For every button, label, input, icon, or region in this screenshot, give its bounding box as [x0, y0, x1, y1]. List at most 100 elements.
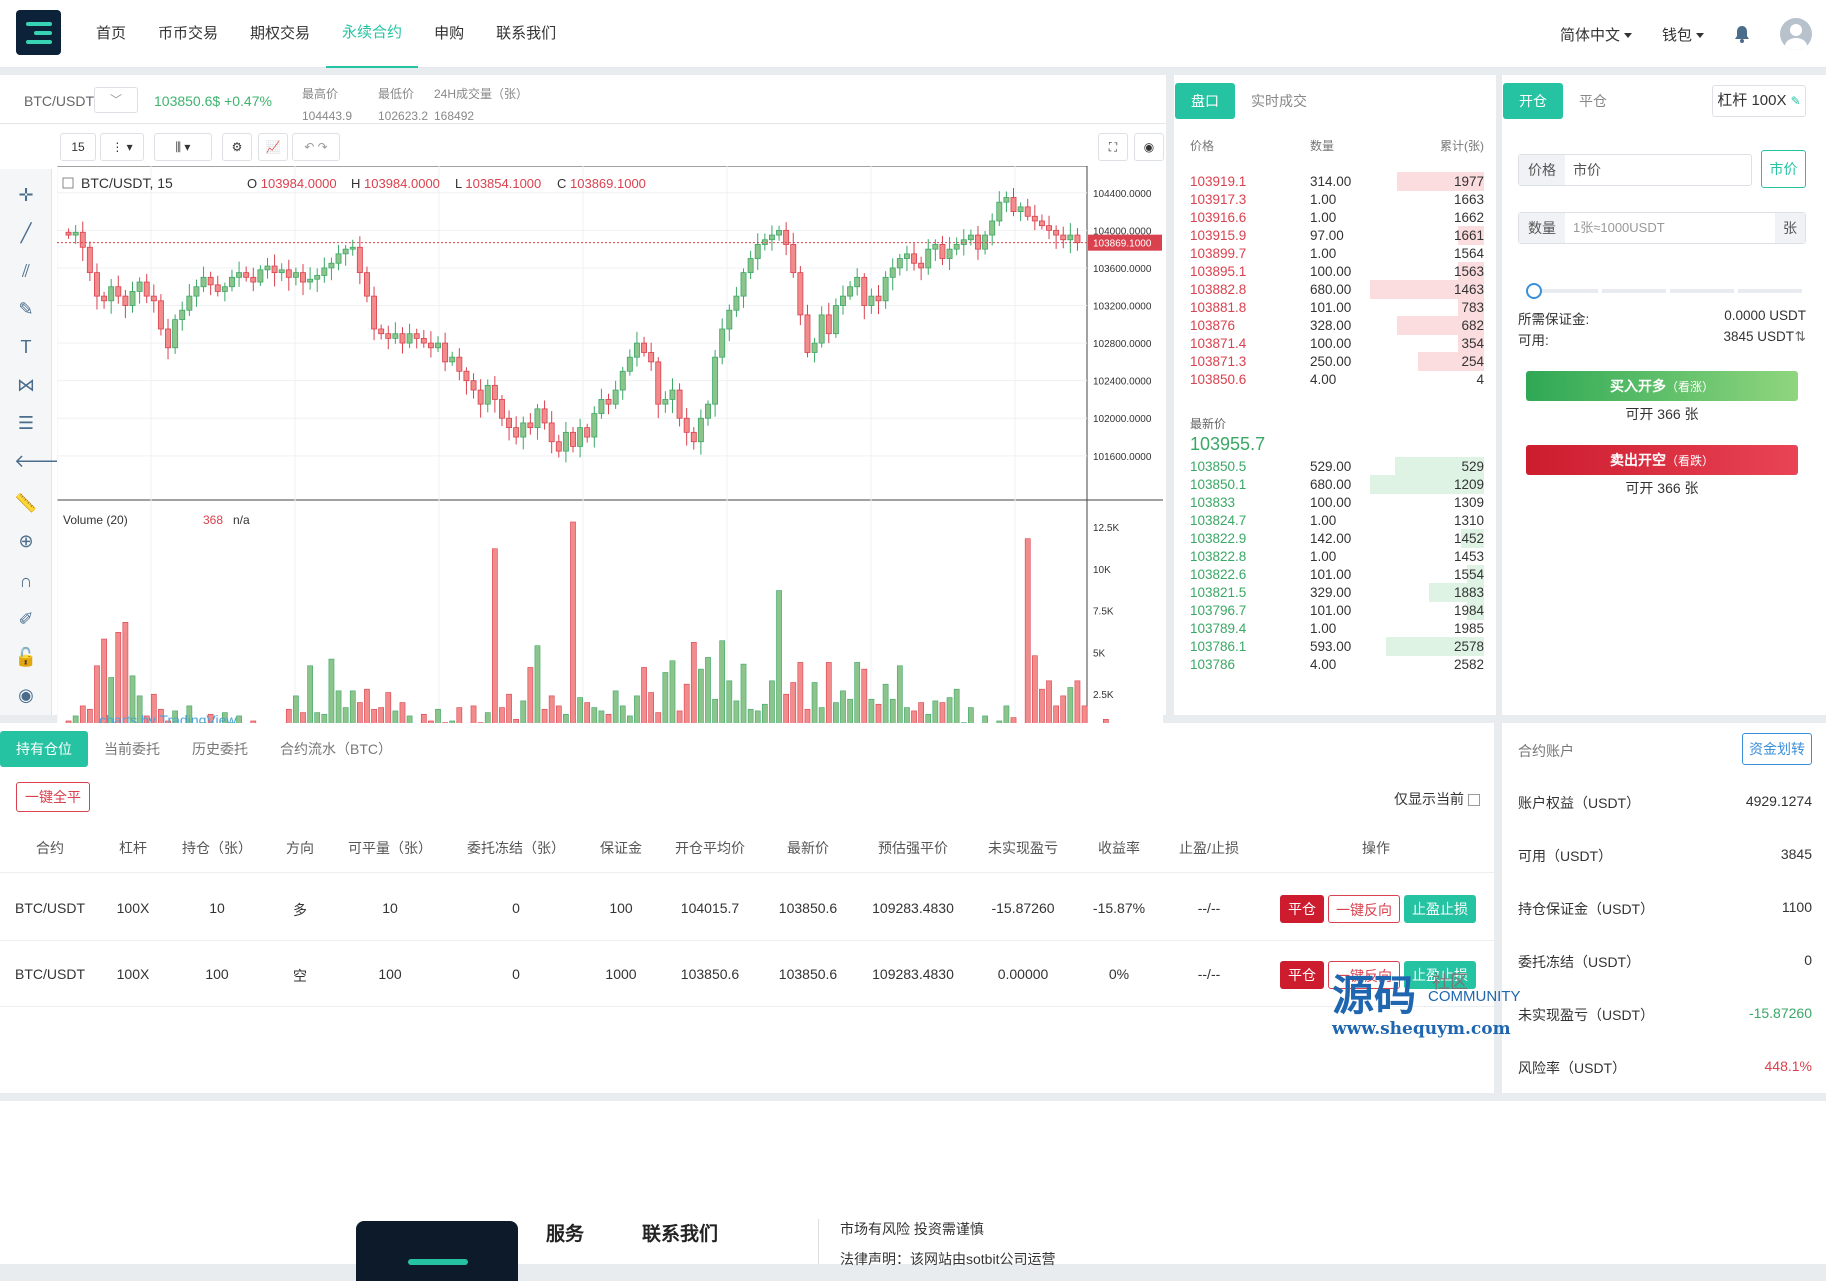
text-icon[interactable]: T	[20, 337, 32, 357]
asks-row[interactable]: 103882.8 680.00 1463	[1190, 279, 1484, 300]
bids-row[interactable]: 103786 4.00 2582	[1190, 654, 1484, 675]
bids-row[interactable]: 103796.7 101.00 1984	[1190, 600, 1484, 621]
crosshair-icon[interactable]: ✛	[18, 185, 34, 205]
nav-item-0[interactable]: 首页	[96, 25, 127, 42]
tab-close[interactable]: 平仓	[1579, 93, 1607, 109]
nav-item-5[interactable]: 联系我们	[496, 25, 557, 42]
leverage-button[interactable]: 杠杆 100X ✎	[1712, 85, 1806, 117]
bids-row[interactable]: 103786.1 593.00 2578	[1190, 636, 1484, 657]
asks-row[interactable]: 103919.1 314.00 1977	[1190, 171, 1484, 192]
tab-orderbook[interactable]: 盘口	[1175, 83, 1235, 119]
position-tab-0[interactable]: 持有仓位	[0, 731, 88, 767]
asks-row[interactable]: 103899.7 1.00 1564	[1190, 243, 1484, 264]
indicators-icon[interactable]: 📈	[258, 133, 288, 161]
ticker-price: 103850.6$ +0.47%	[154, 93, 272, 109]
tab-open[interactable]: 开仓	[1503, 83, 1563, 119]
back-arrow-icon[interactable]: 🡐	[14, 451, 63, 471]
bids-row[interactable]: 103850.5 529.00 529	[1190, 456, 1484, 477]
asks-row[interactable]: 103876 328.00 682	[1190, 315, 1484, 336]
footer-contact[interactable]: 联系我们	[642, 1224, 719, 1245]
asks-row[interactable]: 103850.6 4.00 4	[1190, 369, 1484, 390]
reverse-button[interactable]: 一键反向	[1328, 895, 1400, 923]
logo[interactable]	[16, 10, 61, 55]
candle-body	[342, 248, 349, 255]
tp-sl-button[interactable]: 止盈止损	[1404, 961, 1476, 989]
bids-row[interactable]: 103833 100.00 1309	[1190, 492, 1484, 513]
close-position-button[interactable]: 平仓	[1280, 895, 1324, 923]
bids-row[interactable]: 103789.4 1.00 1985	[1190, 618, 1484, 639]
bids-row[interactable]: 103824.7 1.00 1310	[1190, 510, 1484, 531]
symbol-dropdown[interactable]: ﹀	[94, 87, 138, 113]
lock-drawing-icon[interactable]: ✐	[18, 609, 34, 629]
quantity-field[interactable]: 数量 1张≈1000USDT 张	[1518, 212, 1806, 244]
trend-line-icon[interactable]: ╱	[20, 223, 32, 243]
fullscreen-icon[interactable]: ⛶	[1098, 133, 1128, 161]
sell-short-button[interactable]: 卖出开空（看跌）	[1526, 445, 1798, 475]
checkbox-icon[interactable]	[1468, 794, 1480, 807]
interval-menu-icon[interactable]: ⋮ ▾	[100, 133, 144, 161]
bids-row[interactable]: 103821.5 329.00 1883	[1190, 582, 1484, 603]
language-select[interactable]: 简体中文	[1560, 24, 1632, 45]
nav-item-2[interactable]: 期权交易	[250, 25, 311, 42]
interval-button[interactable]: 15	[60, 133, 96, 161]
ob-price: 103919.1	[1190, 174, 1247, 189]
reverse-button[interactable]: 一键反向	[1328, 961, 1400, 989]
buy-long-button[interactable]: 买入开多（看涨）	[1526, 371, 1798, 401]
only-current-checkbox[interactable]: 仅显示当前	[1394, 789, 1480, 809]
bids-row[interactable]: 103822.6 101.00 1554	[1190, 564, 1484, 585]
chevron-down-icon: ﹀	[109, 93, 122, 107]
nav-item-4[interactable]: 申购	[434, 25, 465, 42]
position-tab-1[interactable]: 当前委托	[104, 741, 160, 757]
unlock-icon[interactable]: 🔓	[14, 647, 38, 667]
bids-row[interactable]: 103850.1 680.00 1209	[1190, 474, 1484, 495]
candle-type-icon[interactable]: ⫼ ▾	[154, 133, 212, 161]
candle-body	[264, 265, 271, 271]
avatar[interactable]	[1780, 18, 1812, 50]
footer-services[interactable]: 服务	[546, 1224, 585, 1245]
bids-row[interactable]: 103822.8 1.00 1453	[1190, 546, 1484, 567]
asks-row[interactable]: 103917.3 1.00 1663	[1190, 189, 1484, 210]
ruler-icon[interactable]: 📏	[14, 493, 38, 513]
fib-icon[interactable]: ⫽	[21, 261, 31, 281]
price-chart[interactable]: 104400.0000 104000.0000 103600.0000 103200.…	[57, 166, 1163, 782]
position-tab-2[interactable]: 历史委托	[192, 741, 248, 757]
brush-icon[interactable]: ✎	[18, 299, 34, 319]
camera-icon[interactable]: ◉	[1134, 133, 1164, 161]
slider-knob[interactable]	[1526, 283, 1542, 299]
close-all-button[interactable]: 一键全平	[16, 782, 90, 812]
bell-icon[interactable]	[1734, 25, 1750, 43]
asks-row[interactable]: 103871.3 250.00 254	[1190, 351, 1484, 372]
asks-row[interactable]: 103895.1 100.00 1563	[1190, 261, 1484, 282]
price-field[interactable]: 价格 市价	[1518, 154, 1752, 186]
magnet-icon[interactable]: ∩	[19, 571, 33, 591]
asks-row[interactable]: 103916.6 1.00 1662	[1190, 207, 1484, 228]
close-position-button[interactable]: 平仓	[1280, 961, 1324, 989]
undo-redo-icon[interactable]: ↶ ↷	[292, 133, 340, 161]
ob-qty: 1.00	[1310, 621, 1337, 636]
wallet-menu[interactable]: 钱包	[1662, 24, 1704, 45]
transfer-icon[interactable]: ⇅	[1794, 329, 1806, 344]
tab-trades[interactable]: 实时成交	[1251, 93, 1307, 109]
position-tab-3[interactable]: 合约流水（BTC）	[280, 741, 392, 757]
settings-icon[interactable]: ⚙	[222, 133, 252, 161]
tp-sl-button[interactable]: 止盈止损	[1404, 895, 1476, 923]
volume-value: 168492	[434, 109, 475, 123]
measure-icon[interactable]: ☰	[17, 413, 35, 433]
quantity-input[interactable]: 1张≈1000USDT	[1573, 220, 1665, 235]
eye-icon[interactable]: ◉	[18, 685, 34, 705]
candle-body	[484, 384, 491, 405]
volume-label: 24H成交量（张）	[434, 87, 529, 101]
asks-row[interactable]: 103871.4 100.00 354	[1190, 333, 1484, 354]
nav-item-1[interactable]: 币币交易	[158, 25, 219, 42]
asks-row[interactable]: 103881.8 101.00 783	[1190, 297, 1484, 318]
bids-row[interactable]: 103822.9 142.00 1452	[1190, 528, 1484, 549]
amount-slider[interactable]	[1526, 283, 1802, 299]
market-price-button[interactable]: 市价	[1761, 150, 1806, 188]
position-cell: 10	[209, 900, 225, 916]
pattern-icon[interactable]: ⋈	[17, 375, 35, 395]
zoom-icon[interactable]: ⊕	[18, 531, 34, 551]
fund-transfer-button[interactable]: 资金划转	[1742, 733, 1812, 765]
asks-row[interactable]: 103915.9 97.00 1661	[1190, 225, 1484, 246]
nav-item-3[interactable]: 永续合约	[326, 0, 419, 68]
ob-price: 103882.8	[1190, 282, 1247, 297]
